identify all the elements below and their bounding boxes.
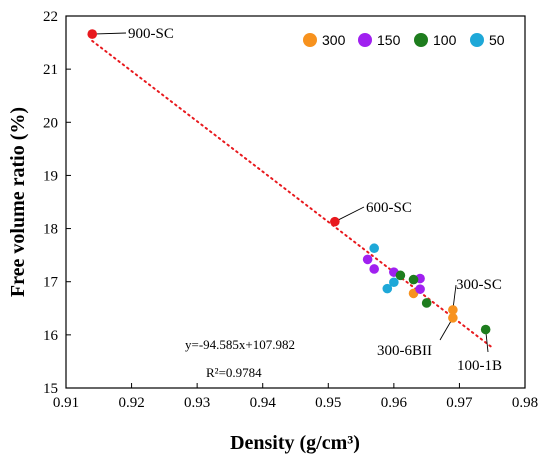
x-tick-label: 0.94 xyxy=(250,395,277,411)
trendline-layer xyxy=(91,39,494,349)
x-tick-label: 0.93 xyxy=(184,395,210,411)
data-point-series-150 xyxy=(362,254,373,265)
y-tick-label: 18 xyxy=(43,222,58,238)
legend-label-150: 150 xyxy=(377,32,401,48)
data-point-series-150 xyxy=(369,264,379,274)
trendline xyxy=(91,39,494,349)
x-tick-label: 0.96 xyxy=(381,395,408,411)
data-point-series-300 xyxy=(448,313,458,323)
plot-frame xyxy=(65,15,526,389)
data-points xyxy=(87,29,491,335)
y-tick-label: 19 xyxy=(43,168,58,184)
data-point-series-50 xyxy=(369,243,379,254)
legend-label-100: 100 xyxy=(433,32,457,48)
legend-label-300: 300 xyxy=(322,32,346,48)
regression-equation: y=-94.585x+107.982 xyxy=(185,337,295,352)
y-axis-title: Free volume ratio (%) xyxy=(7,107,29,297)
legend-marker-50 xyxy=(470,33,484,47)
data-point-series-100 xyxy=(480,324,491,335)
y-tick-label: 22 xyxy=(43,9,58,25)
x-tick-label: 0.95 xyxy=(315,395,341,411)
y-tick-label: 20 xyxy=(43,115,58,131)
legend-marker-300 xyxy=(303,33,317,47)
legend: 300 150 100 50 xyxy=(303,32,505,48)
data-point-series-labeled xyxy=(87,29,98,39)
x-axis-title: Density (g/cm³) xyxy=(230,432,360,454)
y-tick-label: 21 xyxy=(43,62,58,78)
legend-marker-150 xyxy=(358,33,372,47)
r-squared: R²=0.9784 xyxy=(206,365,262,380)
y-tick-label: 16 xyxy=(43,328,59,344)
label-300-6bii: 300-6BII xyxy=(377,343,432,359)
annotation-leader xyxy=(334,206,365,223)
y-tick-label: 17 xyxy=(43,275,59,291)
data-point-series-300 xyxy=(448,305,458,315)
data-point-series-150 xyxy=(415,284,425,294)
axis-ticks: 0.91 0.92 0.93 0.94 0.95 0.96 0.97 0.98 15 16 17 18… xyxy=(43,9,538,411)
x-tick-label: 0.91 xyxy=(53,395,79,411)
data-point-series-100 xyxy=(408,274,419,285)
annotation-leader xyxy=(92,32,127,35)
data-point-series-labeled xyxy=(330,216,340,227)
legend-marker-100 xyxy=(414,33,428,47)
data-point-series-50 xyxy=(389,277,399,288)
data-point-series-100 xyxy=(395,270,406,281)
label-300-sc: 300-SC xyxy=(456,277,502,293)
label-100-1b: 100-1B xyxy=(457,358,502,374)
x-tick-label: 0.92 xyxy=(118,395,144,411)
data-point-series-100 xyxy=(421,298,432,308)
label-900-sc: 900-SC xyxy=(128,26,174,42)
data-point-series-50 xyxy=(382,283,393,294)
x-tick-label: 0.98 xyxy=(512,395,538,411)
label-600-sc: 600-SC xyxy=(366,200,412,216)
x-tick-label: 0.97 xyxy=(446,395,473,411)
legend-label-50: 50 xyxy=(489,32,505,48)
y-tick-label: 15 xyxy=(43,381,58,397)
